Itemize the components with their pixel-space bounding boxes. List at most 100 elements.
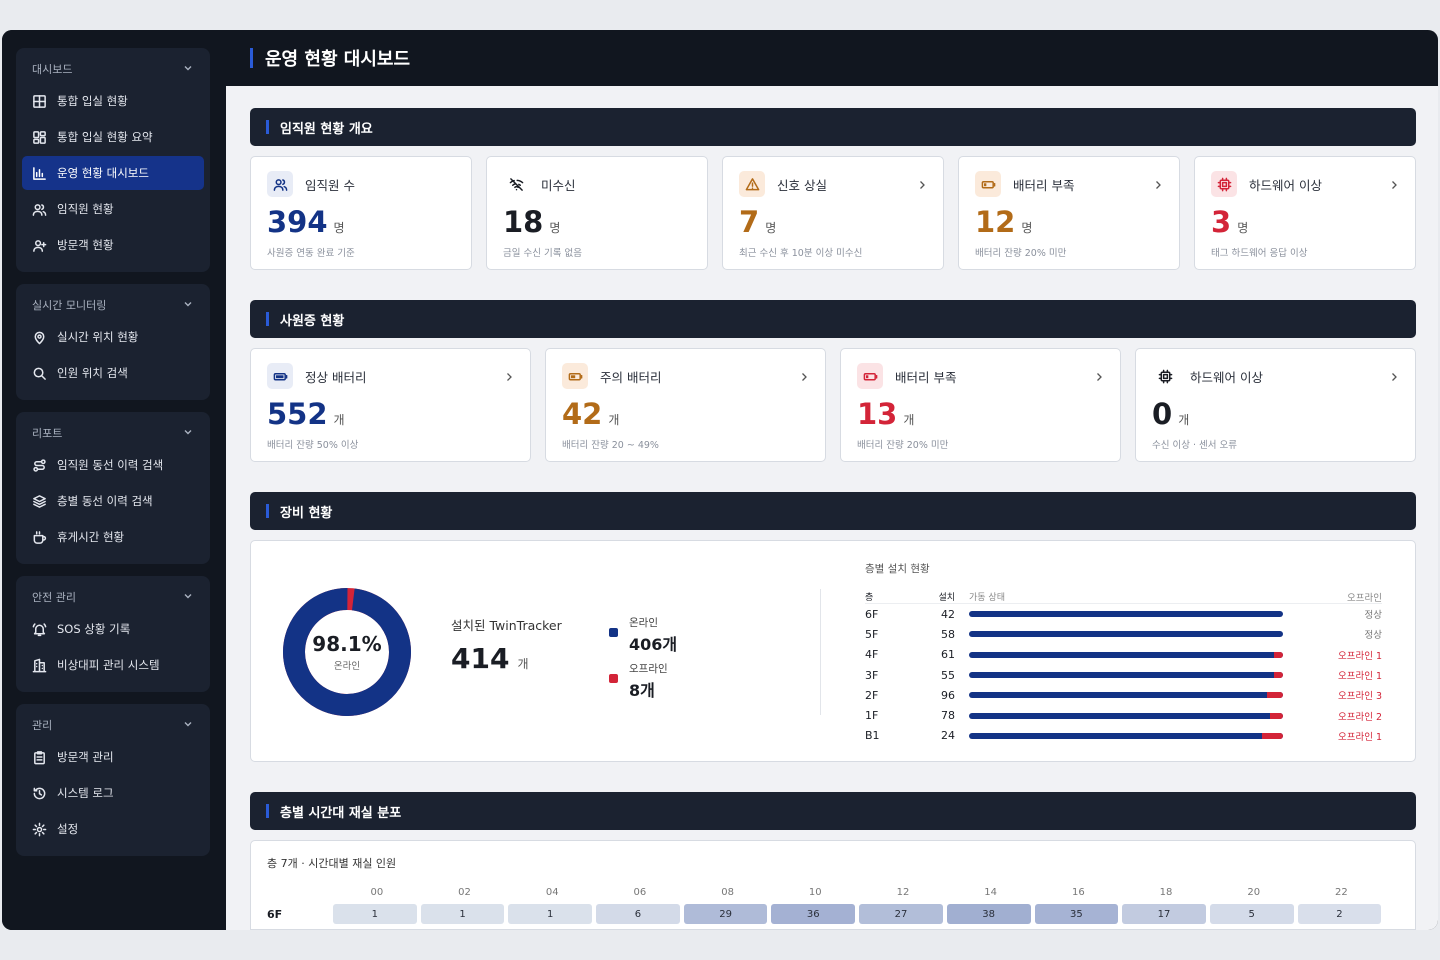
- stat-card: 임직원 수 394 명 사원증 연동 완료 기준: [250, 156, 472, 270]
- floor-name: B1: [865, 729, 880, 743]
- users-icon: [267, 171, 293, 197]
- bell-icon: [32, 622, 47, 637]
- chevron-down-icon[interactable]: [182, 590, 194, 605]
- stat-card[interactable]: 주의 배터리 42 개 배터리 잔량 20 ~ 49%: [545, 348, 826, 462]
- chevron-down-icon[interactable]: [182, 62, 194, 77]
- floor-online-bar: [969, 712, 1283, 719]
- sidebar-group-header[interactable]: 관리: [22, 712, 204, 738]
- sidebar-group-title: 리포트: [32, 427, 63, 440]
- divider: [820, 589, 821, 715]
- sidebar-item[interactable]: 임직원 현황: [22, 192, 204, 226]
- heatmap-panel: 층 7개 · 시간대별 재실 인원 00 02 04 06 08 10 12 14 16 18 20…: [250, 840, 1416, 930]
- stat-label: 배터리 부족: [1013, 177, 1075, 193]
- chevron-down-icon[interactable]: [182, 718, 194, 733]
- heatmap-cell[interactable]: 6: [596, 904, 680, 924]
- sidebar-group-header[interactable]: 리포트: [22, 420, 204, 446]
- stat-card[interactable]: 하드웨어 이상 3 명 태그 하드웨어 응답 이상: [1194, 156, 1416, 270]
- heatmap-cell[interactable]: 2: [1297, 904, 1382, 924]
- wifi-off-icon: [503, 171, 529, 197]
- heatmap-cell[interactable]: 36: [771, 904, 856, 924]
- floor-name: 4F: [865, 648, 879, 662]
- sidebar-group-header[interactable]: 안전 관리: [22, 584, 204, 610]
- sidebar-item[interactable]: SOS 상황 기록: [22, 612, 204, 646]
- chevron-right-icon[interactable]: [799, 367, 809, 381]
- floor-name: 6F: [865, 607, 879, 621]
- stat-card[interactable]: 배터리 부족 13 개 배터리 잔량 20% 미만: [840, 348, 1121, 462]
- history-icon: [32, 786, 47, 801]
- heatmap-cell[interactable]: 38: [946, 904, 1031, 924]
- hour-axis: 00 02 04 06 08 10 12 14 16 18 20 22: [333, 887, 1399, 898]
- floor-offline-bar: [1270, 712, 1283, 719]
- sidebar-item[interactable]: 방문객 현황: [22, 228, 204, 262]
- stat-value: 3: [1211, 205, 1232, 239]
- sidebar-item[interactable]: 휴게시간 현황: [22, 520, 204, 554]
- floor-table-title: 층별 설치 현황: [865, 563, 930, 575]
- stat-value: 13: [857, 397, 898, 431]
- sidebar-group-header[interactable]: 대시보드: [22, 56, 204, 82]
- stat-description: 수신 이상 · 센서 오류: [1152, 440, 1238, 451]
- sidebar-group-header[interactable]: 실시간 모니터링: [22, 292, 204, 318]
- stat-label: 신호 상실: [777, 177, 827, 193]
- stat-card[interactable]: 정상 배터리 552 개 배터리 잔량 50% 이상: [250, 348, 531, 462]
- floor-installed: 55: [941, 668, 955, 682]
- sidebar-item-label: 층별 동선 이력 검색: [57, 494, 153, 508]
- sidebar-item[interactable]: 실시간 위치 현황: [22, 320, 204, 354]
- chevron-right-icon[interactable]: [1389, 175, 1399, 189]
- stat-card[interactable]: 배터리 부족 12 명 배터리 잔량 20% 미만: [958, 156, 1180, 270]
- floor-offline-status: 오프라인 1: [1337, 650, 1382, 662]
- heatmap-cell[interactable]: 1: [508, 904, 593, 924]
- floor-installed: 24: [941, 729, 955, 743]
- heatmap-cell[interactable]: 27: [859, 904, 943, 924]
- sidebar-item-label: 통합 입실 현황: [57, 94, 128, 108]
- chevron-right-icon[interactable]: [1153, 175, 1163, 189]
- floor-status-bar: [969, 631, 1283, 638]
- floor-installed: 96: [941, 688, 955, 702]
- section-title: 임직원 현황 개요: [280, 121, 373, 137]
- installed-value: 414: [451, 642, 510, 675]
- chip-icon: [1152, 363, 1178, 389]
- heatmap-cell[interactable]: 17: [1122, 904, 1206, 924]
- user-plus-icon: [32, 238, 47, 253]
- floor-online-bar: [969, 672, 1283, 679]
- sidebar-item[interactable]: 방문객 관리: [22, 740, 204, 774]
- chevron-down-icon[interactable]: [182, 298, 194, 313]
- chevron-right-icon[interactable]: [917, 175, 927, 189]
- section-title: 사원증 현황: [280, 313, 345, 329]
- sidebar-group-title: 대시보드: [32, 63, 73, 76]
- floor-installed: 58: [941, 627, 955, 641]
- heatmap-cell[interactable]: 1: [420, 904, 505, 924]
- hour-label: 18: [1159, 887, 1173, 898]
- chevron-right-icon[interactable]: [1094, 367, 1104, 381]
- stat-label: 주의 배터리: [600, 369, 662, 385]
- heatmap-cell[interactable]: 29: [683, 904, 768, 924]
- stat-description: 금일 수신 기록 없음: [503, 248, 582, 259]
- sidebar-item-label: SOS 상황 기록: [57, 622, 131, 636]
- sidebar-item[interactable]: 층별 동선 이력 검색: [22, 484, 204, 518]
- sidebar-item[interactable]: 비상대피 관리 시스템: [22, 648, 204, 682]
- stat-card[interactable]: 신호 상실 7 명 최근 수신 후 10분 이상 미수신: [722, 156, 944, 270]
- floor-name: 1F: [865, 709, 879, 723]
- heatmap-cell[interactable]: 35: [1034, 904, 1119, 924]
- stat-card: 미수신 18 명 금일 수신 기록 없음: [486, 156, 708, 270]
- heatmap-cell[interactable]: 5: [1209, 904, 1294, 924]
- floor-offline-status: 오프라인 3: [1337, 691, 1382, 703]
- installed-unit: 개: [517, 657, 529, 671]
- sidebar-item[interactable]: 설정: [22, 812, 204, 846]
- chevron-right-icon[interactable]: [504, 367, 514, 381]
- heatmap-cell[interactable]: 1: [333, 904, 417, 924]
- hour-label: 04: [545, 887, 559, 898]
- sidebar-item[interactable]: 통합 입실 현황 요약: [22, 120, 204, 154]
- sidebar-item[interactable]: 시스템 로그: [22, 776, 204, 810]
- stat-card[interactable]: 하드웨어 이상 0 개 수신 이상 · 센서 오류: [1135, 348, 1416, 462]
- floor-offline-bar: [1262, 732, 1283, 739]
- floor-online-bar: [969, 631, 1283, 638]
- chevron-down-icon[interactable]: [182, 426, 194, 441]
- sidebar-item[interactable]: 통합 입실 현황: [22, 84, 204, 118]
- sidebar-item[interactable]: 임직원 동선 이력 검색: [22, 448, 204, 482]
- sidebar-item[interactable]: 인원 위치 검색: [22, 356, 204, 390]
- chevron-right-icon[interactable]: [1389, 367, 1399, 381]
- sidebar-group-title: 실시간 모니터링: [32, 299, 107, 312]
- online-swatch: [609, 628, 618, 637]
- sidebar-item[interactable]: 운영 현황 대시보드: [22, 156, 204, 190]
